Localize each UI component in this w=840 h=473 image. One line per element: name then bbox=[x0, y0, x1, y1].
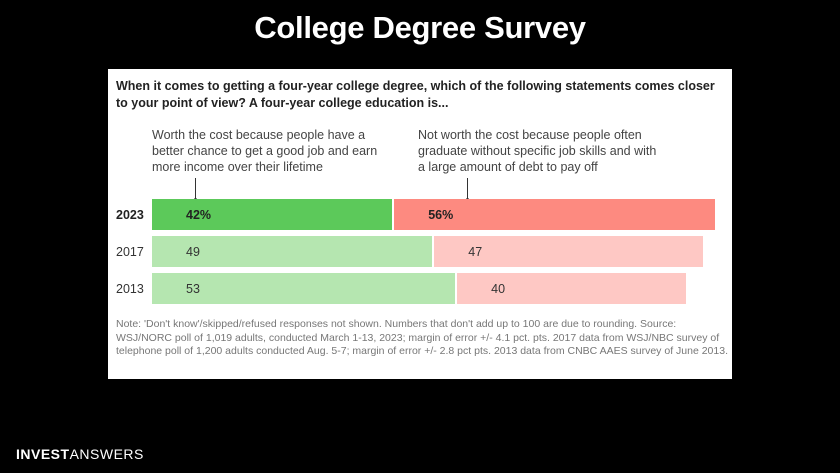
year-label-2013: 2013 bbox=[116, 282, 144, 296]
brand-logo: INVESTANSWERS bbox=[16, 446, 144, 462]
chart-card: When it comes to getting a four-year col… bbox=[108, 69, 732, 379]
value-label-worth-2017: 49 bbox=[186, 245, 200, 259]
bar-notworth-2013 bbox=[457, 273, 686, 304]
legend-worth-leader bbox=[195, 178, 196, 200]
chart-question: When it comes to getting a four-year col… bbox=[116, 79, 715, 110]
legend-notworth-leader bbox=[467, 178, 468, 200]
legend-worth-label: Worth the cost because people have a bet… bbox=[152, 128, 378, 174]
bar-notworth-2023 bbox=[394, 199, 715, 230]
value-label-notworth-2023: 56% bbox=[428, 208, 454, 222]
bar-worth-2023 bbox=[152, 199, 393, 230]
value-label-notworth-2017: 47 bbox=[468, 245, 483, 259]
value-label-notworth-2013: 40 bbox=[491, 282, 506, 296]
chart-note: Note: 'Don't know'/skipped/refused respo… bbox=[116, 318, 728, 357]
year-label-2023: 2023 bbox=[116, 208, 144, 222]
year-label-2017: 2017 bbox=[116, 245, 144, 259]
brand-part-invest: INVEST bbox=[16, 446, 70, 462]
brand-part-answers: ANSWERS bbox=[69, 446, 144, 462]
value-label-worth-2023: 42% bbox=[186, 208, 212, 222]
value-label-worth-2013: 53 bbox=[186, 282, 200, 296]
bar-worth-2013 bbox=[152, 273, 456, 304]
slide-title: College Degree Survey bbox=[254, 10, 586, 45]
bar-worth-2017 bbox=[152, 236, 433, 267]
legend-notworth-label: Not worth the cost because people often … bbox=[418, 128, 657, 174]
bar-notworth-2017 bbox=[434, 236, 704, 267]
